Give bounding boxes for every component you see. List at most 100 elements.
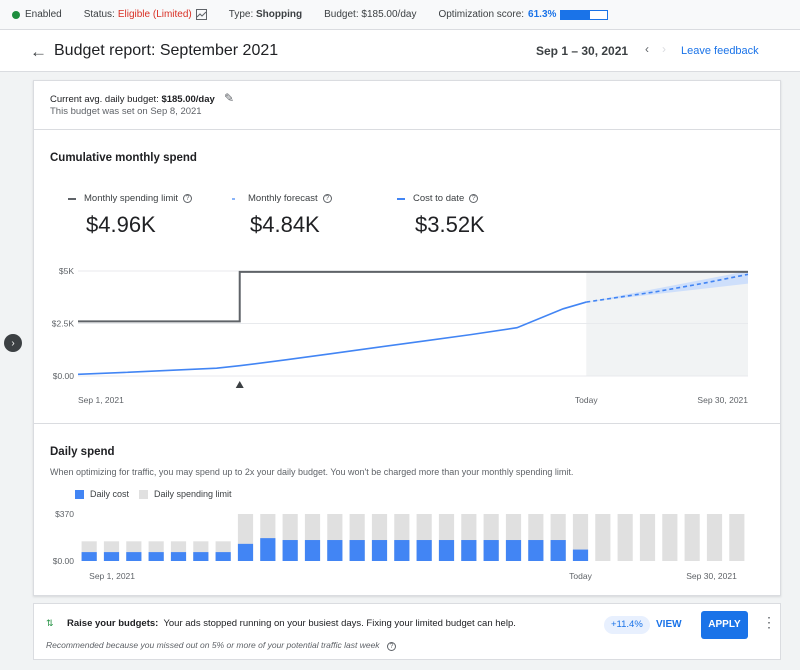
recommendation-card: ⇅ Raise your budgets: Your ads stopped r… bbox=[33, 603, 781, 660]
cost-bar bbox=[327, 540, 343, 561]
edit-pencil-icon[interactable]: ✎ bbox=[224, 91, 235, 105]
budget-arrows-icon: ⇅ bbox=[46, 618, 54, 628]
enabled-dot-icon bbox=[12, 10, 20, 19]
daily-spend-title: Daily spend bbox=[50, 446, 115, 458]
metric-label: Monthly forecast bbox=[248, 193, 318, 204]
x-tick-label: Sep 1, 2021 bbox=[89, 571, 135, 581]
status-value: Eligible (Limited) bbox=[117, 9, 192, 20]
limit-bar bbox=[729, 514, 745, 561]
y-tick-label: $5K bbox=[59, 266, 74, 276]
y-tick-label: $0.00 bbox=[53, 371, 75, 381]
cost-bar bbox=[505, 540, 522, 561]
page-title: Budget report: September 2021 bbox=[54, 42, 279, 59]
cumulative-spend-chart: $0.00 $2.5K $5K Sep 1, 2021 Today Sep 30, 202… bbox=[52, 266, 749, 405]
opt-value: 61.3% bbox=[528, 9, 557, 20]
date-range[interactable]: Sep 1 – 30, 2021 bbox=[536, 44, 629, 58]
cost-to-date-swatch bbox=[397, 197, 405, 200]
y-tick-label: $370 bbox=[55, 509, 74, 519]
cost-bar bbox=[260, 538, 276, 561]
cost-bar bbox=[237, 543, 254, 561]
campaign-type: Type: Shopping bbox=[229, 9, 302, 20]
x-tick-label: Sep 30, 2021 bbox=[686, 571, 737, 581]
y-tick-label: $0.00 bbox=[53, 556, 75, 566]
help-icon[interactable]: ? bbox=[386, 642, 396, 651]
series-line-monthly-spending-limit bbox=[78, 270, 748, 323]
legend-daily-limit: Daily spending limit bbox=[139, 489, 232, 499]
recommendation-text: Raise your budgets: Your ads stopped run… bbox=[67, 618, 516, 629]
legend-daily-cost: Daily cost bbox=[75, 489, 129, 499]
eligibility-status: Status: Eligible (Limited) bbox=[84, 9, 207, 20]
cost-bar bbox=[103, 552, 120, 561]
cost-bar bbox=[550, 540, 566, 561]
uplift-badge: +11.4% bbox=[604, 616, 650, 634]
budget-value: $185.00/day bbox=[361, 9, 417, 20]
cost-bar bbox=[304, 540, 321, 561]
daily-spend-chart: $370 $0.00 Sep 1, 2021 Today Sep 30, 2021 bbox=[53, 509, 745, 581]
view-button[interactable]: VIEW bbox=[656, 619, 682, 630]
status-label: Status: bbox=[83, 9, 115, 20]
type-label: Type: bbox=[228, 9, 254, 20]
current-budget-value: $185.00/day bbox=[161, 94, 215, 105]
cost-bar bbox=[394, 540, 410, 561]
x-tick-label: Sep 1, 2021 bbox=[78, 395, 124, 405]
help-icon[interactable]: ? bbox=[469, 194, 479, 203]
series-line-monthly-forecast bbox=[586, 273, 749, 303]
daily-legend: Daily cost Daily spending limit bbox=[75, 489, 242, 499]
limit-bar bbox=[595, 514, 611, 561]
limit-bar bbox=[662, 514, 678, 561]
divider bbox=[34, 423, 780, 424]
enabled-label: Enabled bbox=[25, 9, 62, 20]
legend-swatch bbox=[139, 489, 149, 499]
cost-bar bbox=[438, 540, 455, 561]
optimization-score[interactable]: Optimization score: 61.3% bbox=[438, 9, 609, 20]
page-header: ← Budget report: September 2021 Sep 1 – … bbox=[0, 30, 800, 72]
enabled-status[interactable]: Enabled bbox=[12, 9, 62, 20]
metric-label: Monthly spending limit bbox=[84, 193, 178, 204]
metric-value: $4.84K bbox=[250, 212, 320, 237]
current-budget: Current avg. daily budget: $185.00/day bbox=[50, 94, 215, 105]
metric-value: $4.96K bbox=[86, 212, 156, 237]
campaign-budget: Budget: $185.00/day bbox=[324, 9, 416, 20]
budget-change-marker bbox=[235, 381, 244, 388]
cost-bar bbox=[148, 552, 164, 561]
recommendation-title: Raise your budgets: bbox=[67, 618, 159, 629]
back-arrow-icon[interactable]: ← bbox=[30, 42, 47, 61]
budget-label: Budget: bbox=[324, 9, 359, 20]
cumulative-spend-title: Cumulative monthly spend bbox=[50, 152, 197, 164]
recommendation-body: Your ads stopped running on your busiest… bbox=[163, 618, 516, 629]
help-icon[interactable]: ? bbox=[183, 194, 192, 203]
chevron-right-icon: › bbox=[662, 42, 666, 56]
metric-label: Cost to date bbox=[413, 193, 465, 204]
series-line-cost-to-date bbox=[77, 301, 587, 376]
limit-bar bbox=[617, 514, 633, 561]
budget-set-date: This budget was set on Sep 8, 2021 bbox=[50, 106, 202, 117]
chevron-left-icon[interactable]: ‹ bbox=[645, 42, 649, 56]
expand-panel-icon[interactable]: › bbox=[4, 334, 22, 352]
cost-bar bbox=[483, 540, 499, 561]
leave-feedback-link[interactable]: Leave feedback bbox=[681, 45, 759, 57]
limit-bar bbox=[572, 514, 589, 561]
forecast-swatch bbox=[232, 197, 235, 200]
metric-forecast: Monthly forecast ? $4.84K bbox=[232, 193, 332, 238]
budget-report-card: Current avg. daily budget: $185.00/day ✎… bbox=[33, 80, 781, 596]
metric-spending-limit: Monthly spending limit ? $4.96K bbox=[68, 193, 192, 238]
cost-bar bbox=[282, 540, 298, 561]
recommendation-reason: Recommended because you missed out on 5%… bbox=[46, 640, 396, 651]
help-icon[interactable]: ? bbox=[322, 194, 332, 203]
trend-chart-icon[interactable] bbox=[195, 9, 207, 20]
x-tick-label: Sep 30, 2021 bbox=[697, 395, 748, 405]
cost-bar bbox=[349, 540, 365, 561]
cost-bar bbox=[170, 552, 187, 561]
x-tick-label: Today bbox=[569, 571, 592, 581]
limit-bar bbox=[706, 514, 723, 561]
cost-bar bbox=[81, 552, 97, 561]
y-tick-label: $2.5K bbox=[52, 319, 75, 329]
metric-value: $3.52K bbox=[415, 212, 485, 237]
apply-button[interactable]: APPLY bbox=[701, 611, 748, 639]
more-vert-icon[interactable]: ⋮ bbox=[762, 614, 776, 630]
current-budget-label: Current avg. daily budget: bbox=[50, 94, 159, 105]
divider bbox=[34, 129, 780, 130]
limit-bar bbox=[639, 514, 656, 561]
legend-label: Daily cost bbox=[90, 489, 130, 499]
spending-limit-swatch bbox=[68, 197, 76, 200]
